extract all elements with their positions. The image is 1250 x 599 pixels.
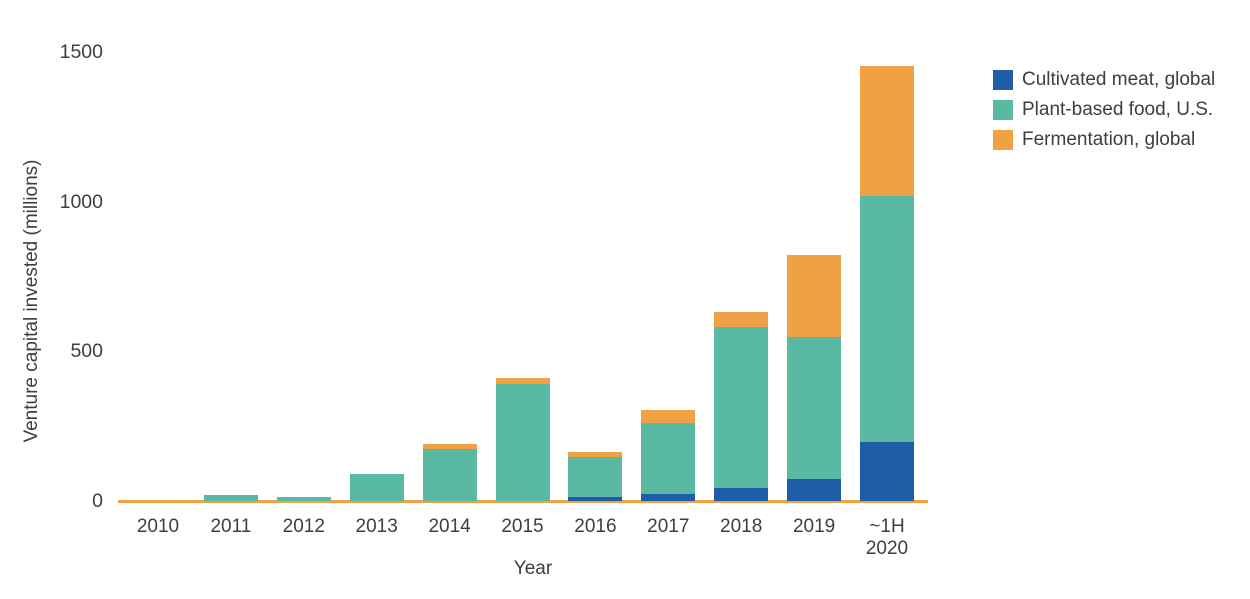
x-tick-2010: 2010: [136, 516, 180, 537]
bar-segment-1H2020-cultivated-meat: [860, 441, 914, 501]
y-axis-title: Venture capital invested (millions): [21, 159, 42, 443]
bar-segment-2014-plant-based-food: [422, 448, 477, 501]
bar-segment-1H2020-plant-based-food: [860, 196, 914, 442]
bar-segment-2018-plant-based-food: [714, 326, 769, 489]
bar-segment-2013-plant-based-food: [349, 474, 404, 501]
bar-segment-2018-cultivated-meat: [714, 488, 769, 501]
legend-swatch-icon: [993, 130, 1013, 150]
bar-segment-2015-plant-based-food: [495, 384, 550, 501]
bar-segment-2017-fermentation: [641, 410, 696, 423]
x-tick-2014: 2014: [428, 516, 471, 537]
bar-segment-2012-plant-based-food: [276, 496, 331, 501]
x-tick-2018: 2018: [720, 516, 763, 537]
bar-segment-2016-plant-based-food: [568, 457, 623, 498]
legend-item-cultivated-meat: Cultivated meat, global: [993, 69, 1216, 90]
x-tick-2012: 2012: [282, 516, 325, 537]
x-axis-line: [118, 500, 928, 503]
bar-segment-2017-plant-based-food: [641, 422, 696, 495]
y-tick-500: 500: [70, 340, 103, 363]
legend-item-fermentation: Fermentation, global: [993, 129, 1196, 150]
bar-segment-2017-cultivated-meat: [641, 494, 696, 501]
legend-swatch-icon: [993, 70, 1013, 90]
plot-area: [118, 52, 928, 503]
x-tick-2013: 2013: [355, 516, 398, 537]
bar-segment-2016-cultivated-meat: [568, 497, 623, 501]
x-tick-2011: 2011: [210, 516, 252, 537]
y-tick-0: 0: [92, 490, 103, 512]
x-tick-2016: 2016: [574, 516, 617, 537]
bar-segment-2019-fermentation: [787, 255, 842, 338]
bar-segment-1H2020-fermentation: [860, 66, 914, 197]
bar-segment-2019-cultivated-meat: [787, 478, 842, 501]
legend-swatch-icon: [993, 100, 1013, 120]
legend-label: Cultivated meat, global: [1022, 69, 1216, 90]
x-axis-title: Year: [513, 558, 553, 579]
x-tick-2019: 2019: [792, 516, 836, 537]
bar-segment-2011-plant-based-food: [203, 495, 258, 501]
bar-segment-2019-plant-based-food: [787, 337, 842, 479]
bar-segment-2014-fermentation: [422, 444, 477, 449]
y-tick-1000: 1000: [59, 190, 103, 213]
bar-segment-2018-fermentation: [714, 312, 769, 327]
bar-segment-2015-fermentation: [495, 378, 550, 385]
x-tick-2017: 2017: [647, 516, 690, 537]
legend-item-plant-based-food: Plant-based food, U.S.: [993, 99, 1214, 120]
legend-label: Fermentation, global: [1022, 129, 1196, 150]
x-tick-1H2020: ~1H 2020: [865, 516, 909, 559]
bar-segment-2016-fermentation: [568, 451, 623, 458]
legend-label: Plant-based food, U.S.: [1022, 99, 1214, 120]
y-tick-1500: 1500: [59, 41, 103, 63]
x-tick-2015: 2015: [501, 516, 544, 537]
